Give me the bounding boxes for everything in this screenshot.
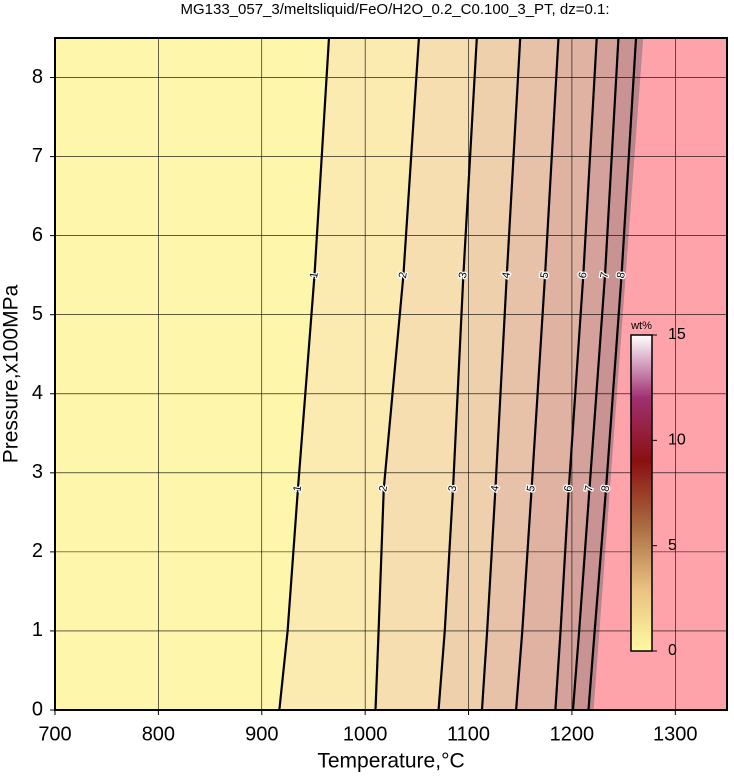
- contour-label: 2: [377, 485, 390, 493]
- y-tick-label: 5: [32, 303, 43, 325]
- chart-title: MG133_057_3/meltsliquid/FeO/H2O_0.2_C0.1…: [180, 1, 609, 18]
- x-tick-label: 1300: [653, 723, 698, 745]
- contour-label: 2: [397, 271, 410, 279]
- colorbar-label: wt%: [630, 320, 652, 332]
- frame: [54, 37, 728, 711]
- contour-label: 5: [539, 271, 552, 279]
- contour-line: [278, 37, 331, 711]
- y-tick-label: 1: [32, 619, 43, 641]
- contour-line: [437, 37, 478, 711]
- colorbar-tick-label: 0: [668, 642, 677, 659]
- contour-line: [571, 37, 620, 711]
- x-tick-label: 1200: [550, 723, 595, 745]
- contour-label: 4: [489, 485, 502, 493]
- contour-line: [480, 37, 522, 711]
- contour-label: 3: [457, 271, 470, 279]
- contour-label: 4: [500, 271, 513, 279]
- y-tick-label: 4: [32, 382, 43, 404]
- contour-label: 8: [600, 485, 613, 493]
- contour-label: 3: [446, 485, 459, 493]
- contour-label: 6: [577, 271, 590, 279]
- outside-region: [593, 38, 727, 710]
- contour-line: [554, 37, 598, 711]
- y-tick-label: 8: [32, 66, 43, 88]
- x-tick-label: 1100: [447, 723, 490, 745]
- y-tick-label: 7: [32, 145, 43, 167]
- x-tick-label: 1000: [343, 723, 388, 745]
- x-tick-label: 900: [245, 723, 278, 745]
- contour-label: 7: [583, 485, 596, 493]
- colorbar-tick-label: 10: [668, 432, 686, 449]
- contour-label: 1: [291, 485, 304, 493]
- contour-band: [54, 37, 330, 711]
- y-tick-label: 2: [32, 540, 43, 562]
- y-axis-label: Pressure,x100MPa: [0, 284, 23, 463]
- contour-label: 8: [615, 271, 628, 279]
- colorbar: [630, 334, 653, 652]
- contour-line: [374, 37, 421, 711]
- x-axis-label: Temperature,°C: [317, 750, 464, 773]
- contour-line: [514, 37, 560, 711]
- contour-label: 1: [308, 271, 321, 279]
- contour-line: [587, 37, 638, 711]
- x-tick-label: 700: [38, 723, 71, 745]
- contour-label: 6: [562, 485, 575, 493]
- contour-label: 7: [598, 271, 611, 279]
- colorbar-tick-label: 5: [668, 537, 677, 554]
- contour-label: 5: [525, 485, 538, 493]
- y-tick-label: 6: [32, 224, 43, 246]
- colorbar-tick-label: 15: [668, 326, 686, 343]
- y-tick-label: 0: [32, 698, 43, 720]
- x-tick-label: 800: [142, 723, 175, 745]
- y-tick-label: 3: [32, 461, 43, 483]
